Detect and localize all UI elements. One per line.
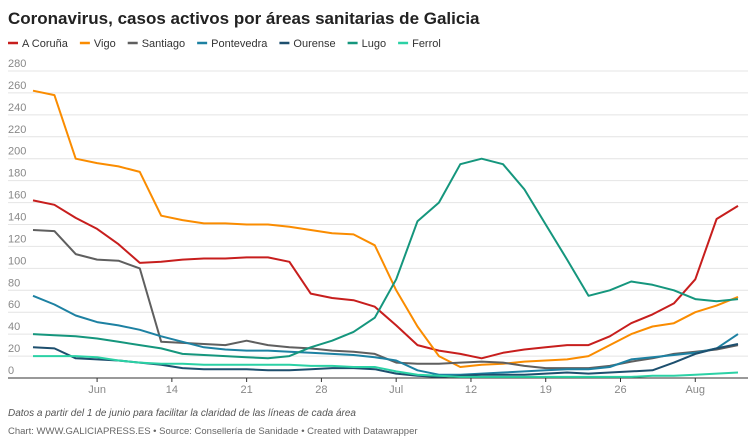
y-tick-label: 280	[8, 58, 26, 70]
y-tick-label: 220	[8, 124, 26, 136]
x-tick-label: 14	[166, 384, 178, 396]
series-line	[32, 89, 739, 368]
series-line	[32, 157, 739, 360]
x-tick-label: 12	[465, 384, 477, 396]
y-tick-label: 80	[8, 277, 20, 289]
y-tick-label: 40	[8, 321, 20, 333]
x-tick-label: 26	[614, 384, 626, 396]
y-tick-label: 0	[8, 365, 14, 377]
x-tick-label: Jul	[389, 384, 403, 396]
series-line	[32, 199, 739, 360]
legend-label: Santiago	[142, 38, 185, 50]
chart-note: Datos a partir del 1 de junio para facil…	[8, 408, 356, 419]
y-tick-label: 100	[8, 255, 26, 267]
y-tick-label: 140	[8, 212, 26, 224]
legend-label: A Coruña	[22, 38, 69, 50]
y-tick-label: 180	[8, 168, 26, 180]
x-tick-label: 28	[315, 384, 327, 396]
x-tick-label: Aug	[685, 384, 705, 396]
x-tick-label: Jun	[88, 384, 106, 396]
legend-label: Vigo	[94, 38, 116, 50]
y-tick-label: 240	[8, 102, 26, 114]
legend-label: Ferrol	[412, 38, 441, 50]
y-tick-label: 160	[8, 190, 26, 202]
x-tick-label: 21	[241, 384, 253, 396]
series-line	[33, 355, 739, 378]
chart-title: Coronavirus, casos activos por áreas san…	[8, 9, 480, 28]
legend-label: Ourense	[293, 38, 335, 50]
chart-source: Chart: WWW.GALICIAPRESS.ES • Source: Con…	[8, 426, 418, 437]
y-tick-label: 20	[8, 343, 20, 355]
y-tick-label: 200	[8, 146, 26, 158]
legend-label: Lugo	[362, 38, 386, 50]
y-tick-label: 260	[8, 80, 26, 92]
y-tick-label: 60	[8, 299, 20, 311]
legend-label: Pontevedra	[211, 38, 268, 50]
y-tick-label: 120	[8, 233, 26, 245]
series-line	[32, 294, 739, 376]
x-tick-label: 19	[540, 384, 552, 396]
